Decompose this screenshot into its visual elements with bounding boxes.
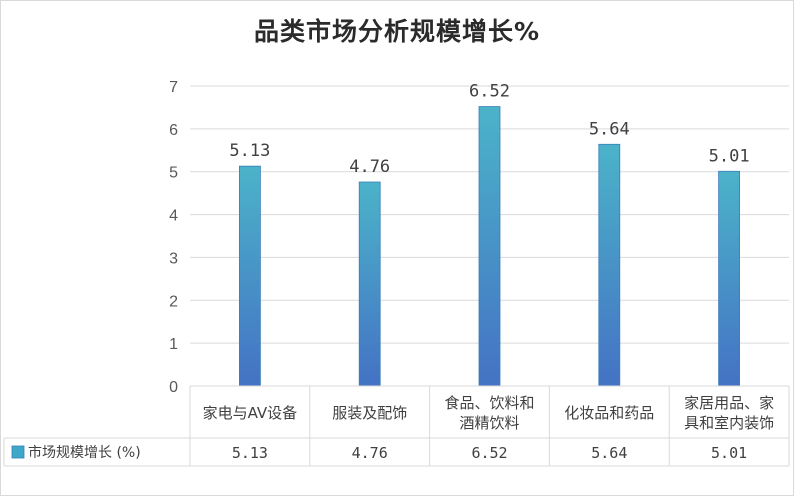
table-value: 5.13 xyxy=(232,444,268,462)
bar xyxy=(358,181,381,387)
bar xyxy=(478,106,501,387)
legend-marker xyxy=(11,445,25,459)
y-tick-label: 5 xyxy=(169,165,178,182)
x-category-label: 具和室内装饰 xyxy=(684,414,774,432)
table-value: 4.76 xyxy=(352,444,388,462)
x-category-label: 食品、饮料和 xyxy=(444,394,534,412)
x-category-label: 服装及配饰 xyxy=(332,404,407,422)
y-tick-label: 4 xyxy=(169,208,178,225)
y-tick-label: 3 xyxy=(169,250,178,267)
chart-title: 品类市场分析规模增长% xyxy=(253,17,541,46)
bar xyxy=(598,143,621,387)
data-label: 4.76 xyxy=(349,157,390,177)
data-label: 5.64 xyxy=(589,119,630,139)
y-axis-ticks: 0 1 2 3 4 5 6 7 xyxy=(169,79,178,396)
table-value: 5.64 xyxy=(591,444,627,462)
data-label: 5.01 xyxy=(709,146,750,166)
y-tick-label: 1 xyxy=(169,336,178,353)
x-category-label: 家居用品、家 xyxy=(684,394,774,412)
data-label: 6.52 xyxy=(469,82,510,102)
x-category-label: 家电与AV设备 xyxy=(203,404,298,422)
bar xyxy=(718,170,740,387)
y-tick-label: 6 xyxy=(169,122,178,139)
table-value: 6.52 xyxy=(471,444,507,462)
bar xyxy=(238,165,261,387)
data-label: 5.13 xyxy=(229,141,270,161)
x-category-label: 化妆品和药品 xyxy=(564,404,654,422)
data-labels: 5.13 4.76 6.52 5.64 5.01 xyxy=(229,82,749,177)
y-tick-label: 2 xyxy=(169,293,178,310)
table-value: 5.01 xyxy=(711,444,747,462)
legend-series-name: 市场规模增长 (%) xyxy=(28,444,141,461)
bars xyxy=(238,106,740,387)
y-tick-label: 7 xyxy=(169,79,178,96)
y-tick-label: 0 xyxy=(169,379,178,396)
x-category-label: 酒精饮料 xyxy=(459,414,519,432)
